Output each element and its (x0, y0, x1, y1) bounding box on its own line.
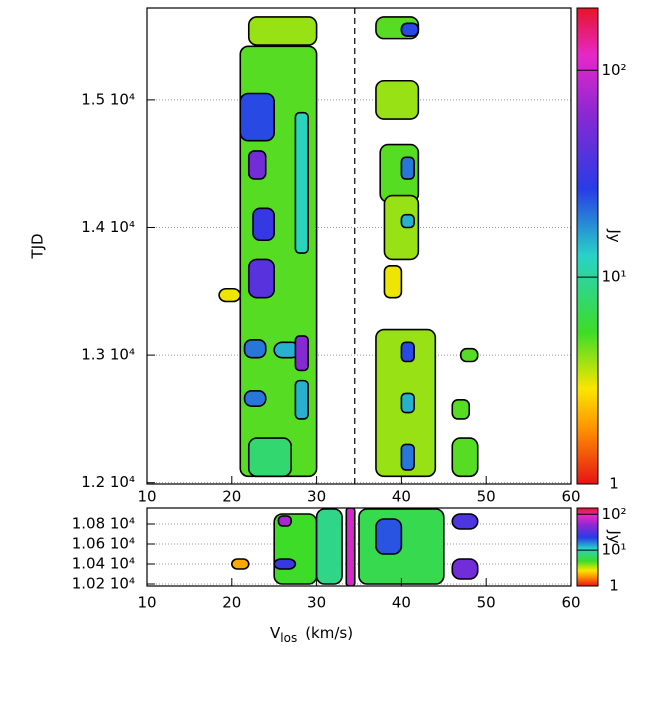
plot-area (147, 16, 571, 484)
flux-cell (400, 392, 415, 414)
flux-cell (247, 437, 292, 478)
flux-cell (400, 341, 415, 363)
x-tick-label: 40 (392, 488, 411, 506)
colorbar-tick-label: 10² (601, 61, 626, 79)
flux-cell (451, 437, 479, 478)
flux-cell (451, 398, 471, 420)
x-tick-label: 20 (222, 594, 241, 612)
y-axis-label: TJD (29, 233, 47, 259)
colorbar (576, 507, 599, 587)
plot-area (147, 508, 571, 586)
x-tick-label: 10 (137, 594, 156, 612)
x-label-sub: los (280, 631, 297, 645)
colorbar (576, 7, 599, 485)
flux-cell (294, 111, 309, 254)
flux-cell (400, 443, 415, 471)
plot-frame (146, 507, 572, 587)
y-tick-label: 1.4 10⁴ (81, 218, 135, 236)
y-tick-label: 1.5 10⁴ (81, 90, 135, 108)
flux-cell (294, 335, 309, 372)
flux-cell (383, 194, 420, 261)
flux-cell (400, 213, 415, 229)
x-tick-label: 30 (307, 594, 326, 612)
flux-cell (400, 156, 415, 180)
flux-cell (247, 16, 318, 46)
flux-cell (315, 508, 343, 585)
x-tick-label: 50 (477, 594, 496, 612)
flux-cell (459, 347, 479, 363)
x-tick-label: 10 (137, 488, 156, 506)
colorbar-label: Jy (606, 529, 624, 543)
x-axis-label: Vlos (km/s) (270, 624, 353, 645)
flux-cell (277, 515, 292, 527)
x-label-unit: (km/s) (305, 624, 353, 642)
flux-cell (294, 379, 309, 420)
y-tick-label: 1.2 10⁴ (81, 473, 135, 491)
y-tick-label: 1.08 10⁴ (72, 515, 135, 533)
y-tick-label: 1.02 10⁴ (72, 575, 135, 593)
colorbar-tick-label: 10¹ (601, 541, 626, 559)
colorbar-tick-label: 10² (601, 505, 626, 523)
flux-cell (218, 287, 242, 303)
flux-cell (252, 207, 276, 242)
y-tick-label: 1.3 10⁴ (81, 346, 135, 364)
flux-cell (231, 558, 250, 570)
x-tick-label: 50 (477, 488, 496, 506)
flux-cell (239, 92, 275, 142)
x-label-main: V (270, 624, 281, 642)
flux-cell (345, 508, 356, 586)
colorbar-label: Jy (606, 228, 624, 242)
flux-cell (247, 150, 267, 180)
x-tick-label: 60 (561, 488, 580, 506)
flux-cell (273, 558, 297, 570)
x-tick-label: 30 (307, 488, 326, 506)
flux-cell (400, 22, 420, 37)
flux-cell (243, 338, 267, 359)
x-tick-label: 60 (561, 594, 580, 612)
y-tick-label: 1.04 10⁴ (72, 555, 135, 573)
x-tick-label: 40 (392, 594, 411, 612)
flux-cell (375, 79, 420, 120)
plot-frame (146, 7, 572, 485)
flux-cell (247, 258, 275, 299)
colorbar-tick-label: 10¹ (601, 268, 626, 286)
flux-cell (451, 513, 479, 530)
colorbar-tick-label: 1 (609, 475, 619, 493)
x-tick-label: 20 (222, 488, 241, 506)
y-tick-label: 1.06 10⁴ (72, 535, 135, 553)
flux-cell (375, 518, 403, 555)
colorbar-tick-label: 1 (609, 577, 619, 595)
flux-cell (451, 558, 479, 580)
flux-cell (383, 264, 403, 299)
flux-cell (243, 390, 267, 407)
